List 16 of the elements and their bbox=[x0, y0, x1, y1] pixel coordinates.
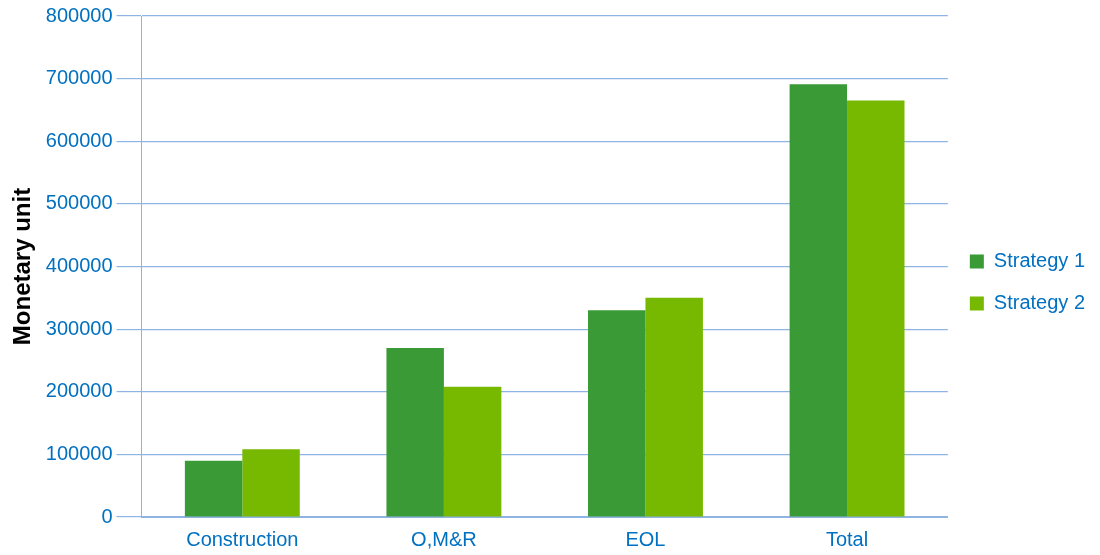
y-tick-label: 800000 bbox=[45, 3, 113, 26]
y-tick-label: 0 bbox=[101, 504, 113, 527]
y-tick-label: 700000 bbox=[45, 66, 113, 89]
y-tick-label: 600000 bbox=[45, 128, 113, 151]
y-tick-label: 500000 bbox=[45, 191, 113, 214]
legend-label: Strategy 1 bbox=[993, 249, 1086, 272]
x-tick-label: O,M&R bbox=[411, 527, 477, 550]
x-tick-label: Total bbox=[825, 527, 869, 550]
y-tick-label: 400000 bbox=[45, 254, 113, 277]
y-tick-label: 200000 bbox=[45, 379, 113, 402]
y-axis-title: Monetary unit bbox=[8, 187, 36, 346]
y-tick-label: 300000 bbox=[45, 316, 113, 339]
x-tick-label: Construction bbox=[186, 527, 299, 550]
y-tick-label: 100000 bbox=[45, 441, 113, 464]
legend-label: Strategy 2 bbox=[993, 291, 1086, 314]
x-tick-label: EOL bbox=[625, 527, 666, 550]
